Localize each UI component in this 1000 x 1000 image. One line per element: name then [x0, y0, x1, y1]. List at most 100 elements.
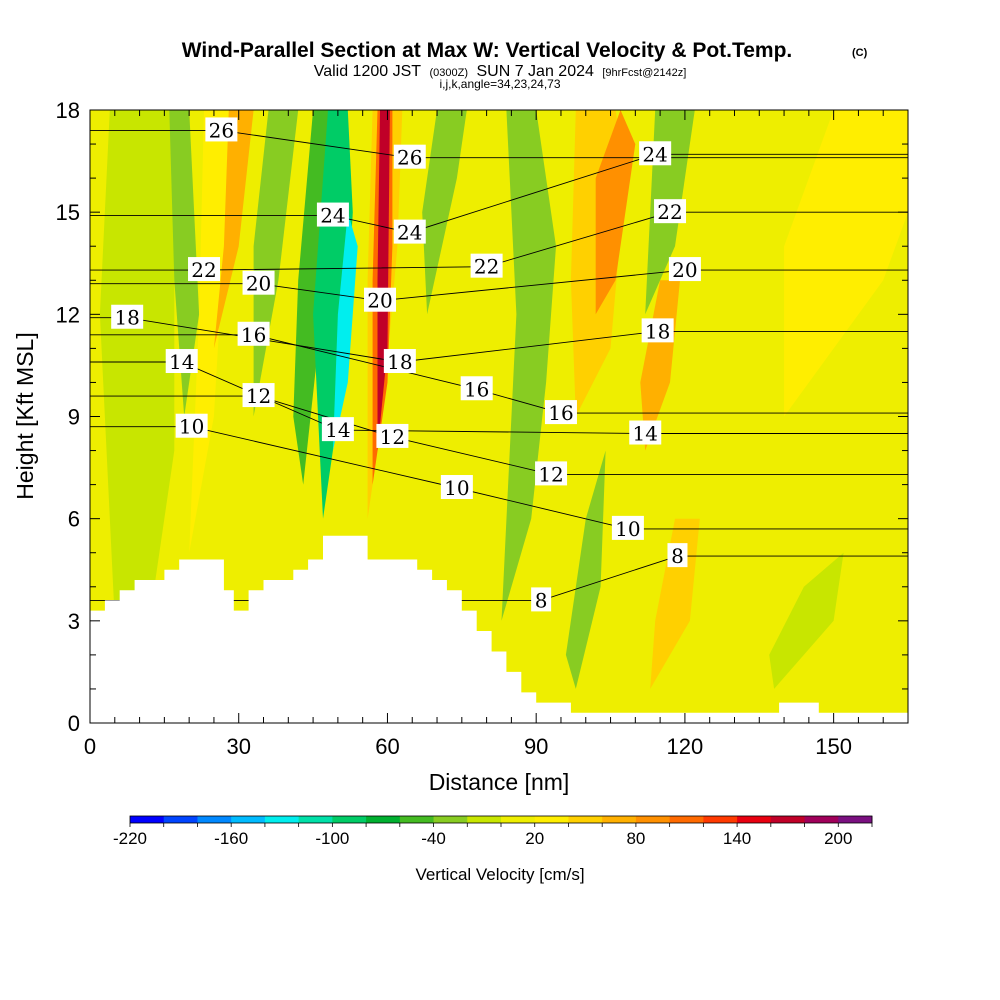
svg-text:16: 16: [464, 377, 489, 401]
svg-text:22: 22: [474, 255, 499, 279]
w-region-1: [99, 110, 175, 621]
svg-text:10: 10: [444, 476, 469, 500]
svg-text:8: 8: [535, 588, 548, 612]
svg-text:26: 26: [209, 118, 234, 142]
colorbar-swatch: [669, 816, 704, 823]
x-axis: 0 30 60 90 120 150: [84, 110, 909, 759]
svg-text:14: 14: [633, 422, 658, 446]
w-region-12: [422, 110, 467, 315]
y-axis-label: Height [Kft MSL]: [12, 332, 38, 499]
y-tick-label: 0: [68, 711, 80, 736]
contour-label-14: 16: [237, 321, 270, 347]
colorbar-swatch: [130, 816, 165, 823]
colorbar-swatch: [433, 816, 468, 823]
w-region-15: [595, 110, 636, 315]
svg-text:26: 26: [397, 146, 422, 170]
contour-label-20: 12: [242, 383, 275, 408]
plot-area: [90, 110, 908, 723]
colorbar-tick-label: 20: [525, 829, 544, 848]
colorbar-swatch: [298, 816, 333, 823]
svg-text:22: 22: [657, 200, 682, 224]
contour-label-22: 12: [535, 461, 568, 486]
colorbar-title: Vertical Velocity [cm/s]: [415, 865, 584, 884]
chart-subtitle: Valid 1200 JST (0300Z) SUN 7 Jan 2024 [9…: [314, 63, 687, 80]
contour-label-11: 18: [111, 304, 144, 330]
contour-label-5: 22: [654, 199, 687, 224]
svg-text:16: 16: [548, 401, 573, 425]
contour-label-23: 10: [175, 413, 208, 439]
w-region-4: [213, 110, 254, 349]
w-region-18: [565, 450, 606, 689]
chart-title: Wind-Parallel Section at Max W: Vertical…: [182, 39, 793, 62]
contour-label-12: 18: [383, 349, 416, 374]
subtitle-forecast: [9hrFcst@2142z]: [602, 67, 686, 79]
colorbar-swatch: [332, 816, 367, 823]
y-tick-label: 12: [56, 302, 80, 327]
svg-text:10: 10: [179, 415, 204, 439]
y-tick-label: 18: [56, 98, 80, 123]
contour-label-25: 10: [611, 515, 644, 541]
contour-label-7: 22: [470, 253, 503, 279]
colorbar-swatch: [197, 816, 232, 823]
y-tick-label: 3: [68, 609, 80, 634]
x-tick-label: 30: [226, 734, 250, 759]
colorbar-tick-label: -160: [214, 829, 248, 848]
contour-label-10: 20: [668, 257, 701, 282]
colorbar-swatch: [467, 816, 502, 823]
colorbar-swatch: [770, 816, 806, 823]
contour-label-6: 22: [188, 257, 221, 282]
svg-text:20: 20: [672, 258, 697, 282]
contour-label-0: 26: [205, 117, 238, 142]
chart-indices: i,j,k,angle=34,23,24,73: [439, 77, 560, 91]
x-tick-label: 150: [815, 734, 852, 759]
svg-text:20: 20: [246, 272, 271, 296]
svg-text:18: 18: [114, 306, 139, 330]
contour-label-4: 24: [393, 219, 426, 245]
svg-text:24: 24: [320, 204, 345, 228]
colorbar-swatch: [501, 816, 536, 823]
svg-text:14: 14: [169, 350, 194, 374]
colorbar-tick-label: 140: [723, 829, 751, 848]
svg-text:24: 24: [397, 221, 422, 245]
colorbar-tick-label: -100: [315, 829, 349, 848]
colorbar-swatch: [703, 816, 738, 823]
y-tick-label: 9: [68, 405, 80, 430]
colorbar-swatch: [231, 816, 266, 823]
svg-text:12: 12: [538, 462, 563, 486]
title-mark: (C): [852, 47, 868, 59]
vertical-velocity-fill: [90, 110, 908, 723]
svg-text:8: 8: [671, 544, 684, 568]
contour-label-21: 12: [376, 423, 409, 449]
colorbar-swatch: [737, 816, 772, 823]
svg-text:18: 18: [645, 319, 670, 343]
w-region-21: [784, 110, 908, 417]
colorbar-swatch: [264, 816, 300, 823]
contour-label-24: 10: [440, 475, 473, 500]
colorbar-swatch: [804, 816, 839, 823]
contour-labels: 26 26 24 24 24 22 22 22 20 20 20 18 18 18 16 16 16 14 14 14…: [111, 117, 701, 612]
contour-label-13: 18: [641, 318, 674, 343]
colorbar-swatch: [635, 816, 671, 823]
x-tick-label: 60: [375, 734, 399, 759]
contour-label-3: 24: [316, 202, 349, 228]
colorbar: -220 -160 -100 -40 20 80 140 200: [113, 815, 873, 848]
subtitle-valid: Valid 1200 JST: [314, 63, 422, 80]
colorbar-swatch: [838, 816, 873, 823]
x-axis-label: Distance [nm]: [429, 769, 570, 795]
svg-text:14: 14: [325, 418, 350, 442]
y-tick-label: 15: [56, 200, 80, 225]
contour-label-15: 16: [460, 376, 493, 401]
svg-text:24: 24: [642, 142, 667, 166]
contour-label-16: 16: [544, 400, 577, 425]
w-region-8: [332, 212, 358, 451]
w-region-20: [769, 552, 844, 689]
svg-text:16: 16: [241, 323, 266, 347]
contour-label-19: 14: [629, 420, 662, 446]
colorbar-swatch: [163, 816, 198, 823]
svg-text:10: 10: [615, 517, 640, 541]
contour-label-27: 8: [667, 543, 688, 568]
y-axis: 0 3 6 9 12 15 18: [56, 98, 908, 736]
colorbar-swatch: [534, 816, 569, 823]
contour-label-1: 26: [393, 144, 426, 170]
